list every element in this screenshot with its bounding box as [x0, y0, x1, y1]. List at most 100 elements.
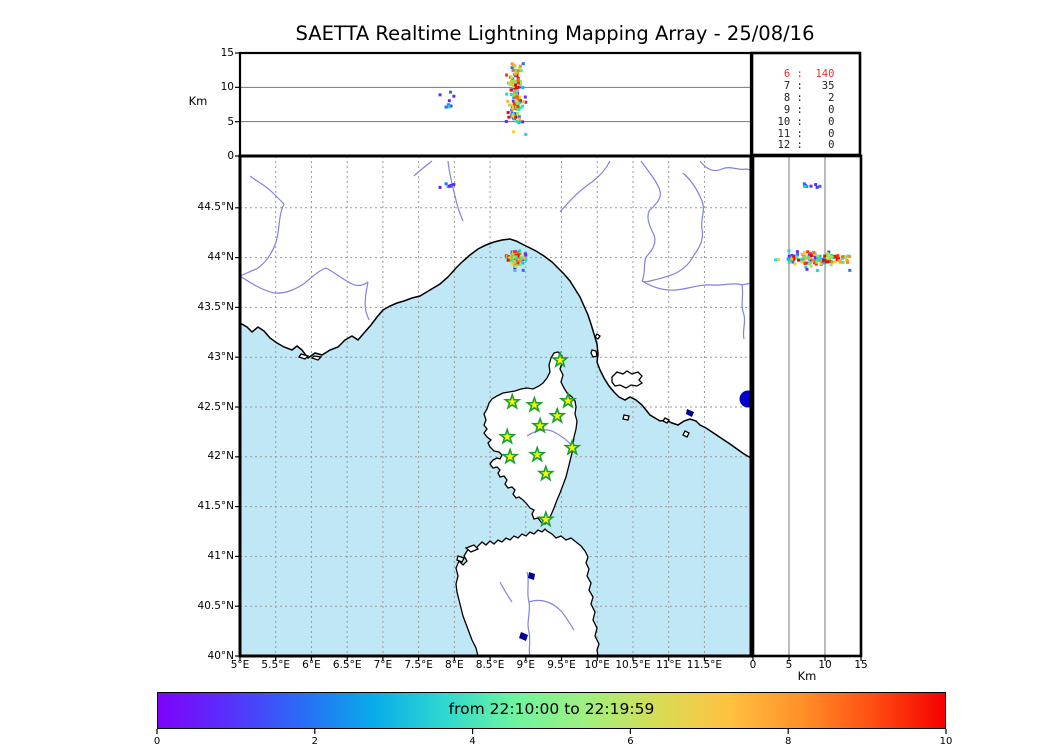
station-count-row: 7 : 35 — [777, 79, 835, 92]
river — [240, 203, 285, 277]
map-lon-tick-label: 6.5°E — [332, 659, 362, 671]
alt-lon-y-tick-label: 0 — [227, 150, 234, 162]
island-pianosa — [622, 414, 630, 421]
alt-lat-x-tick-label: 15 — [854, 659, 868, 671]
map-lon-tick-label: 7°E — [373, 659, 393, 671]
alt-lat-panel-bg — [753, 156, 861, 656]
colorbar-tick-label: 8 — [785, 736, 792, 747]
island-giglio — [682, 430, 690, 438]
station-star-marker — [550, 350, 570, 368]
river — [499, 581, 513, 603]
alt-lon-y-tick-label: 10 — [220, 81, 234, 94]
station-star-marker — [528, 445, 547, 463]
alt-lat-x-axis-unit: Km — [797, 669, 817, 683]
station-star-marker — [536, 509, 556, 528]
station-count-row: 11 : 0 — [777, 127, 835, 140]
map-lon-tick-label: 8°E — [445, 659, 464, 671]
station-star-marker — [558, 391, 578, 409]
stations-group — [498, 350, 582, 528]
alt-lon-y-axis-unit: Km — [188, 94, 208, 108]
map-lon-tick-label: 5°E — [230, 659, 250, 671]
map-lon-tick-label: 6°E — [302, 659, 321, 671]
map-lat-tick-label: 44.5°N — [197, 201, 234, 214]
map-lon-tick-label: 10.5°E — [615, 659, 651, 671]
river — [528, 599, 575, 631]
blue-dot-marker — [739, 390, 751, 408]
alt-lat-scatter — [774, 182, 852, 273]
river — [249, 175, 285, 205]
river — [364, 281, 370, 321]
lake — [528, 572, 535, 580]
station-count-row: 12 : 0 — [777, 139, 835, 152]
map-lat-tick-label: 40.5°N — [197, 599, 234, 612]
station-count-row: 9 : 0 — [777, 103, 835, 116]
alt-lat-panel-frame — [751, 154, 863, 658]
map-lon-tick-label: 8.5°E — [475, 659, 505, 671]
lake — [519, 632, 528, 641]
station-count-row: 10 : 0 — [777, 115, 835, 128]
map-lon-tick-label: 9.5°E — [547, 659, 576, 671]
river — [640, 160, 661, 282]
map-lon-tick-label: 11.5°E — [686, 659, 723, 671]
river — [240, 267, 369, 294]
alt-lat-x-tick-label: 5 — [785, 659, 793, 671]
river — [641, 280, 751, 291]
colorbar-tick-label: 6 — [627, 736, 634, 747]
river — [559, 160, 611, 213]
station-count-row: 8 : 2 — [777, 91, 835, 104]
map-lon-tick-label: 10°E — [584, 659, 610, 671]
island-asinara — [464, 544, 480, 553]
colorbar-tick-label: 10 — [939, 736, 953, 747]
map-panel-frame — [238, 154, 753, 658]
island-capraia — [590, 349, 598, 358]
map-lat-tick-label: 42°N — [207, 450, 234, 463]
colorbar-tick-label: 2 — [311, 736, 318, 747]
alt-lat-x-tick-label: 0 — [749, 659, 757, 671]
map-lon-tick-label: 5.5°E — [261, 659, 291, 671]
map-lat-tick-label: 41°N — [207, 549, 234, 562]
island-corsica — [483, 351, 578, 525]
map-lat-tick-label: 42.5°N — [197, 400, 234, 413]
island-montecristo — [662, 417, 670, 424]
map-lat-tick-label: 40°N — [207, 649, 234, 662]
station-star-marker — [536, 464, 556, 482]
river — [447, 160, 464, 222]
station-star-marker — [503, 392, 522, 410]
island-hyeres-1 — [297, 353, 310, 360]
colorbar-tick-label: 4 — [469, 736, 476, 747]
island-asinara-2 — [456, 555, 465, 563]
island-elba — [611, 370, 644, 389]
table-panel-bg — [752, 53, 860, 155]
island-gorgona — [594, 333, 601, 340]
map-lat-tick-label: 44°N — [207, 251, 234, 264]
station-star-marker — [525, 395, 544, 413]
alt-lon-y-tick-label: 5 — [227, 115, 234, 128]
station-star-marker — [530, 416, 550, 434]
map-lon-tick-label: 9°E — [516, 659, 536, 671]
station-star-marker — [498, 427, 517, 445]
station-star-marker — [548, 406, 567, 424]
page-title: SAETTA Realtime Lightning Mapping Array … — [295, 22, 815, 45]
time-colorbar: from 22:10:00 to 22:19:59 — [157, 692, 946, 729]
map-lat-tick-label: 43.5°N — [197, 300, 234, 313]
colorbar-time-range-label: from 22:10:00 to 22:19:59 — [448, 700, 655, 718]
river — [741, 284, 746, 340]
map-lon-tick-label: 7.5°E — [404, 659, 433, 671]
alt-lon-y-tick-label: 15 — [220, 46, 234, 59]
station-count-table: 6 : 140 7 : 35 8 : 2 9 : 0 10 : 0 11 : 0 12… — [755, 68, 857, 152]
alt-lon-panel-bg — [240, 53, 751, 156]
map-lat-tick-label: 41.5°N — [197, 500, 234, 513]
alt-lon-scatter — [438, 62, 528, 136]
map-layers — [240, 156, 751, 656]
river — [641, 172, 705, 283]
map-scatter — [438, 182, 528, 273]
alt-lat-x-tick-label: 10 — [818, 659, 832, 671]
colorbar-tick-label: 0 — [153, 736, 161, 747]
station-star-marker — [500, 447, 520, 465]
station-star-marker — [563, 438, 582, 456]
lake — [686, 409, 694, 417]
island-hyeres-2 — [310, 355, 323, 361]
map-lat-tick-label: 43°N — [207, 350, 234, 363]
